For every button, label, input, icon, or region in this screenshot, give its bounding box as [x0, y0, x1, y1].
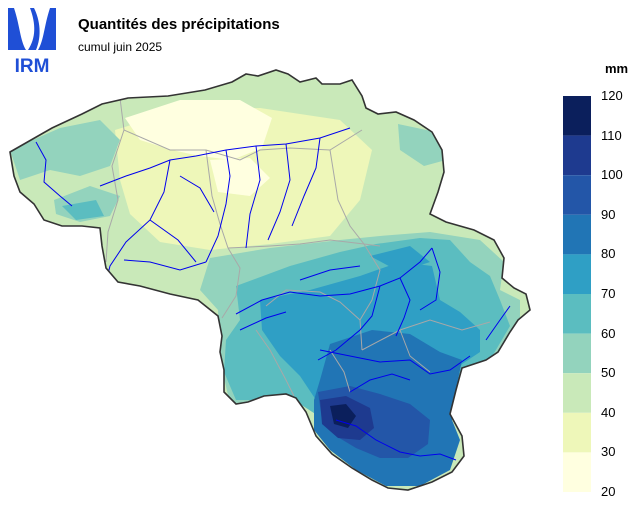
legend-swatch-30-40	[563, 412, 591, 453]
title-block: Quantités des précipitations cumul juin …	[78, 16, 280, 54]
map-subtitle: cumul juin 2025	[78, 40, 163, 54]
legend-tick-label: 90	[601, 206, 616, 222]
map-title: Quantités des précipitations	[78, 16, 280, 33]
province-boundaries	[105, 97, 491, 397]
logo-text: IRM	[15, 56, 50, 74]
legend-swatch-20-30	[563, 452, 591, 492]
legend-swatch-40-50	[563, 373, 591, 413]
legend-tick-label: 60	[601, 325, 616, 341]
legend-swatch-90-100	[563, 175, 591, 215]
legend-tick-label: 120	[601, 88, 623, 103]
logo-mark	[8, 8, 56, 50]
precipitation-map	[9, 69, 531, 491]
legend-swatch-100-110	[563, 135, 591, 176]
legend-unit: mm	[605, 61, 629, 76]
legend-tick-label: 80	[601, 246, 616, 262]
legend-swatch-50-60	[563, 333, 591, 374]
legend-tick-label: 30	[601, 444, 616, 460]
precipitation-fields	[10, 70, 530, 490]
legend-swatch-110-120	[563, 96, 591, 136]
legend-swatch-60-70	[563, 294, 591, 334]
legend-tick-label: 110	[601, 127, 622, 143]
legend-swatch-80-90	[563, 214, 591, 255]
legend-tick-label: 40	[601, 404, 616, 420]
legend-tick-label: 100	[601, 167, 623, 183]
legend-tick-label: 70	[601, 286, 616, 301]
legend-swatch-70-80	[563, 254, 591, 294]
rivers	[35, 127, 511, 461]
legend-tick-label: 20	[601, 484, 616, 499]
legend-tick-label: 50	[601, 365, 616, 381]
irm-logo: IRM	[8, 8, 56, 74]
